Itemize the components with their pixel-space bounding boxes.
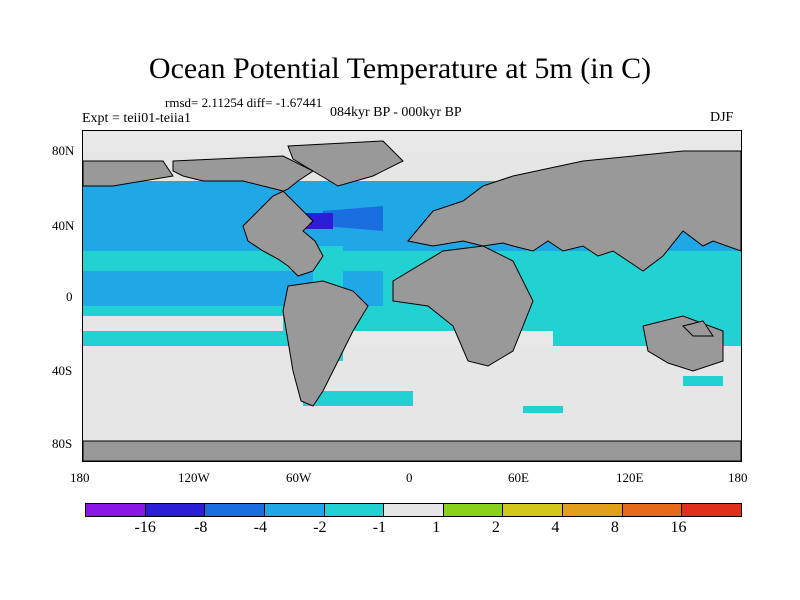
legend-swatch: [682, 504, 742, 516]
south-america: [282, 280, 369, 407]
legend-label: -1: [372, 519, 387, 536]
siberia-west-edge: [83, 160, 174, 187]
legend-swatch: [324, 504, 385, 516]
experiment-label: Expt = teii01-teiia1: [82, 111, 191, 126]
legend-swatch: [86, 504, 146, 516]
lat-tick-0: 0: [66, 289, 73, 304]
period-label: 084kyr BP - 000kyr BP: [330, 105, 462, 120]
legend-label: 16: [670, 519, 687, 536]
lon-tick-60e: 60E: [508, 470, 529, 485]
gulf-stream-anomaly: [303, 213, 333, 229]
lon-tick-120e: 120E: [616, 470, 644, 485]
legend-label: -8: [194, 519, 208, 536]
legend-swatch: [622, 504, 683, 516]
legend-swatch: [205, 504, 265, 516]
legend-label: 4: [551, 519, 560, 536]
map-title: Ocean Potential Temperature at 5m (in C): [148, 52, 652, 85]
legend-swatch: [563, 504, 623, 516]
papua: [682, 320, 714, 337]
greenland: [287, 140, 404, 187]
legend-label: -2: [313, 519, 327, 536]
legend-label: -16: [134, 519, 156, 536]
legend-swatch: [384, 504, 444, 516]
north-america: [172, 155, 324, 277]
south-pacific-neutral-streak: [83, 316, 283, 331]
lon-tick-60w: 60W: [286, 470, 312, 485]
legend-label: 2: [491, 519, 500, 536]
land-layer: [83, 140, 741, 461]
north-atlantic-strong: [323, 206, 383, 231]
statistics-label: rmsd= 2.11254 diff= -1.67441: [165, 95, 323, 110]
legend-swatch: [443, 504, 504, 516]
map-panel: [82, 130, 742, 462]
legend-swatch: [264, 504, 325, 516]
legend-swatch: [145, 504, 206, 516]
southern-streak-1: [303, 391, 413, 406]
season-label: DJF: [710, 110, 734, 125]
antarctica: [83, 440, 741, 461]
southern-streak-2: [523, 406, 563, 413]
color-legend: [85, 503, 742, 517]
lat-tick-40s: 40S: [52, 363, 73, 378]
lon-tick-120w: 120W: [178, 470, 210, 485]
temperature-map: [83, 140, 741, 461]
lon-tick-180e: 180: [728, 470, 748, 485]
lon-tick-180w: 180: [70, 470, 90, 485]
southern-streak-3: [683, 376, 723, 386]
lat-tick-40n: 40N: [52, 218, 75, 233]
legend-label: -4: [253, 519, 267, 536]
legend-label: 8: [610, 519, 619, 536]
legend-swatch: [503, 504, 564, 516]
eurasia: [407, 150, 741, 272]
lat-tick-80n: 80N: [52, 143, 75, 158]
lon-tick-0: 0: [406, 470, 413, 485]
lat-tick-80s: 80S: [52, 436, 73, 451]
legend-label: 1: [432, 519, 441, 536]
africa: [392, 245, 534, 367]
